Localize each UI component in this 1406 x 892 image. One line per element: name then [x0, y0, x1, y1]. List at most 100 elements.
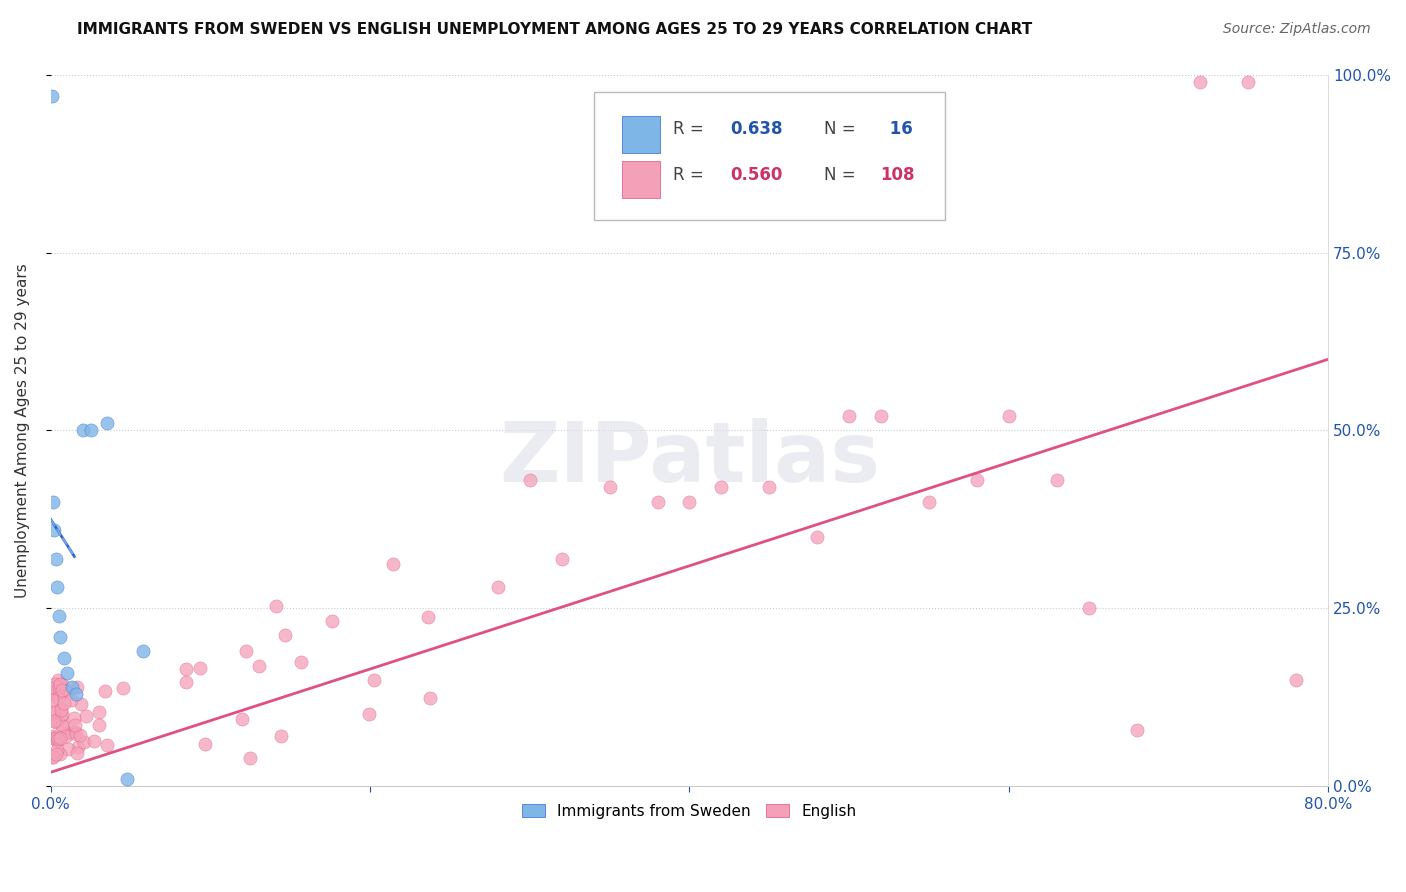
Point	[72, 424, 94, 438]
Point	[42, 523, 65, 537]
Point	[551, 551, 574, 566]
Point	[998, 409, 1021, 424]
Point	[63, 711, 86, 725]
Point	[382, 557, 405, 571]
Point	[55, 726, 77, 740]
Point	[59, 692, 82, 706]
Point	[51, 677, 73, 691]
Point	[69, 698, 91, 712]
Point	[918, 494, 941, 508]
Point	[80, 424, 103, 438]
Text: 108: 108	[880, 166, 914, 184]
Point	[132, 644, 155, 658]
Point	[46, 713, 69, 727]
Point	[806, 530, 828, 544]
Point	[75, 708, 97, 723]
Point	[87, 717, 110, 731]
Point	[96, 417, 118, 431]
Text: 16: 16	[883, 120, 912, 138]
Point	[53, 696, 76, 710]
Point	[41, 686, 63, 700]
Point	[44, 676, 66, 690]
Point	[486, 580, 509, 594]
Point	[83, 734, 105, 748]
Point	[239, 751, 262, 765]
Text: 0.560: 0.560	[730, 166, 783, 184]
Point	[41, 683, 63, 698]
Point	[274, 628, 297, 642]
Point	[41, 729, 63, 743]
Text: ZIPatlas: ZIPatlas	[499, 418, 880, 500]
Text: 0.638: 0.638	[730, 120, 783, 138]
Point	[112, 681, 135, 696]
Point	[49, 630, 72, 644]
Point	[55, 729, 77, 743]
Point	[48, 608, 70, 623]
Point	[42, 731, 65, 745]
Point	[42, 704, 65, 718]
Point	[519, 473, 541, 487]
Point	[96, 739, 118, 753]
Point	[55, 683, 77, 698]
Point	[65, 687, 87, 701]
Point	[48, 747, 70, 761]
Point	[45, 715, 67, 730]
Point	[93, 683, 115, 698]
Text: N =: N =	[824, 166, 855, 184]
Point	[710, 480, 733, 494]
Point	[48, 731, 70, 745]
Point	[45, 551, 67, 566]
Text: N =: N =	[824, 120, 855, 138]
Point	[48, 673, 70, 687]
Point	[599, 480, 621, 494]
Point	[188, 661, 211, 675]
Point	[1285, 673, 1308, 687]
Point	[49, 701, 72, 715]
FancyBboxPatch shape	[593, 92, 945, 220]
Point	[66, 680, 89, 694]
Point	[42, 494, 65, 508]
Point	[231, 712, 253, 726]
Point	[46, 580, 69, 594]
Point	[56, 665, 79, 680]
Point	[363, 673, 385, 687]
Point	[870, 409, 893, 424]
Point	[419, 691, 441, 706]
Point	[52, 651, 75, 665]
Point	[65, 726, 87, 740]
Point	[838, 409, 860, 424]
Point	[41, 690, 63, 704]
Point	[647, 494, 669, 508]
Point	[60, 680, 83, 694]
Point	[41, 750, 63, 764]
Bar	[621, 116, 659, 153]
Point	[63, 718, 86, 732]
Text: Source: ZipAtlas.com: Source: ZipAtlas.com	[1223, 22, 1371, 37]
Point	[51, 683, 73, 698]
Point	[1125, 723, 1147, 737]
Point	[51, 719, 73, 733]
Point	[41, 681, 63, 695]
Point	[1046, 473, 1069, 487]
Point	[117, 772, 139, 787]
Y-axis label: Unemployment Among Ages 25 to 29 years: Unemployment Among Ages 25 to 29 years	[15, 263, 30, 598]
Point	[44, 706, 66, 720]
Point	[46, 690, 69, 705]
Point	[41, 693, 63, 707]
Point	[42, 714, 65, 728]
Point	[46, 687, 69, 701]
Point	[51, 710, 73, 724]
Point	[46, 731, 69, 746]
Point	[45, 730, 67, 744]
Point	[42, 750, 65, 764]
Point	[69, 728, 91, 742]
Point	[59, 725, 82, 739]
Point	[270, 729, 292, 743]
Point	[1189, 75, 1212, 89]
Point	[63, 725, 86, 739]
Point	[357, 706, 380, 721]
Point	[46, 733, 69, 747]
Point	[194, 737, 217, 751]
Point	[174, 674, 197, 689]
Point	[51, 718, 73, 732]
